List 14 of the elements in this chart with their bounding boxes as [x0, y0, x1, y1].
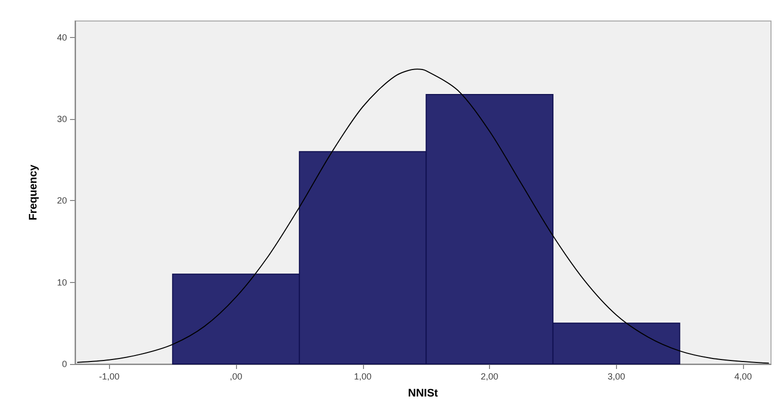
line-series [77, 68, 769, 364]
x-tick-label: 1,00 [354, 372, 372, 382]
y-tick-label: 20 [56, 196, 67, 206]
y-tick-label: 30 [56, 114, 67, 124]
y-axis-title: Frequency [28, 164, 40, 220]
y-tick-label: 40 [56, 32, 67, 42]
y-tick-label: 10 [56, 277, 67, 288]
x-axis-title: NNISt [408, 388, 438, 400]
x-tick-label: 4,00 [734, 372, 752, 382]
x-tick-label: ,00 [230, 372, 242, 382]
y-tick-label: 0 [62, 359, 67, 369]
x-tick-label: 2,00 [480, 372, 498, 382]
x-tick-label: 3,00 [608, 372, 626, 382]
x-tick-label: -1,00 [98, 372, 120, 382]
